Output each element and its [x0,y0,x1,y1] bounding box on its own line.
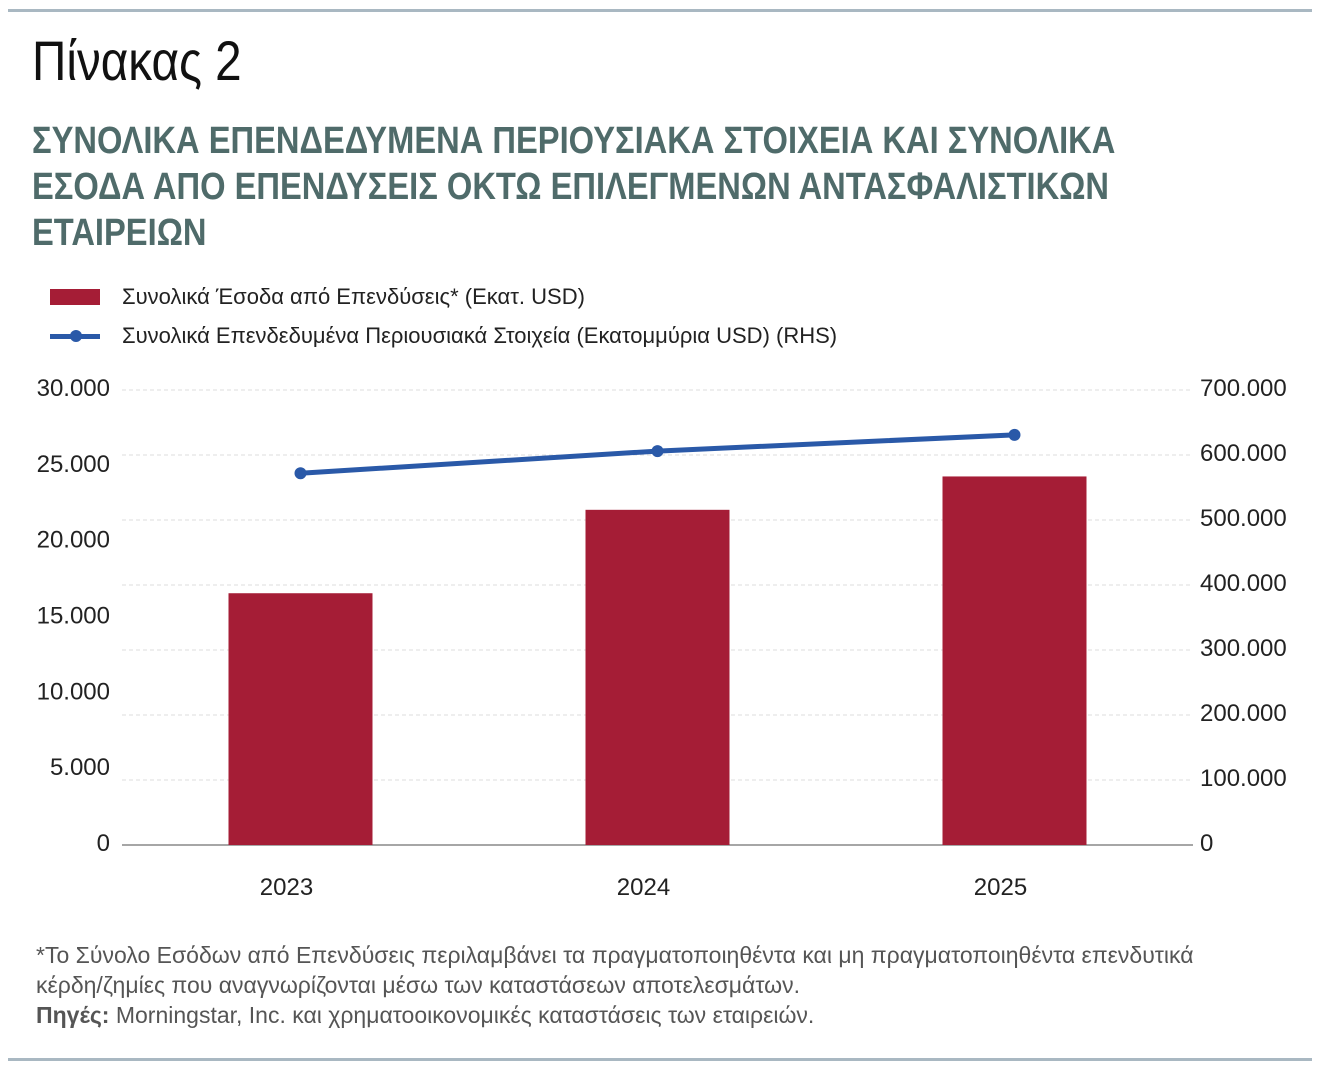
left-tick-label: 25.000 [37,451,110,478]
x-tick-label: 2023 [260,874,313,901]
footnote: *Το Σύνολο Εσόδων από Επενδύσεις περιλαμ… [36,942,1194,998]
bar [585,509,730,845]
source: Πηγές: Morningstar, Inc. και χρηματοοικο… [36,1000,1266,1030]
top-rule [8,9,1312,12]
left-tick-label: 20.000 [37,527,110,554]
left-tick-label: 0 [97,830,110,857]
right-tick-label: 400.000 [1200,570,1287,597]
left-tick-label: 5.000 [50,754,110,781]
right-tick-label: 500.000 [1200,505,1287,532]
legend-label: Συνολικά Έσοδα από Επενδύσεις* (Εκατ. US… [122,284,585,309]
x-tick-label: 2024 [617,874,670,901]
left-tick-label: 30.000 [37,375,110,402]
chart-label: Πίνακας 2 [32,29,242,92]
source-text: Morningstar, Inc. και χρηματοοικονομικές… [109,1002,815,1028]
legend-swatch [50,289,100,305]
right-tick-label: 200.000 [1200,700,1287,727]
line-point [1008,428,1021,441]
legend-label: Συνολικά Επενδεδυμένα Περιουσιακά Στοιχε… [122,323,838,348]
right-tick-label: 600.000 [1200,440,1287,467]
legend-item-line: Συνολικά Επενδεδυμένα Περιουσιακά Στοιχε… [50,323,837,349]
title-line: ΣΥΝΟΛΙΚΑ ΕΠΕΝΔΕΔΥΜΕΝΑ ΠΕΡΙΟΥΣΙΑΚΑ ΣΤΟΙΧΕ… [32,120,1116,162]
legend-item-bar: Συνολικά Έσοδα από Επενδύσεις* (Εκατ. US… [50,284,585,310]
x-tick-label: 2025 [974,874,1027,901]
right-tick-label: 300.000 [1200,635,1287,662]
bottom-rule [8,1058,1312,1061]
chart-title: ΣΥΝΟΛΙΚΑ ΕΠΕΝΔΕΔΥΜΕΝΑ ΠΕΡΙΟΥΣΙΑΚΑ ΣΤΟΙΧΕ… [32,118,1124,256]
left-tick-label: 15.000 [37,603,110,630]
right-tick-label: 0 [1200,830,1213,857]
right-tick-label: 100.000 [1200,765,1287,792]
title-line: ΕΣΟΔΑ ΑΠΟ ΕΠΕΝΔΥΣΕΙΣ ΟΚΤΩ ΕΠΙΛΕΓΜΕΝΩΝ ΑΝ… [32,166,1110,208]
right-tick-label: 700.000 [1200,375,1287,402]
line-point [294,467,307,480]
notes: *Το Σύνολο Εσόδων από Επενδύσεις περιλαμ… [36,940,1266,1030]
chart: 0 100.000 200.000 300.000 400.000 500.000 600.… [37,375,1287,901]
bar [228,593,373,845]
source-label: Πηγές: [36,1002,110,1028]
bar [942,476,1087,845]
line-point [651,445,664,458]
legend-swatch [50,329,100,342]
title-line: ΕΤΑΙΡΕΙΩΝ [32,212,207,254]
left-tick-label: 10.000 [37,678,110,705]
